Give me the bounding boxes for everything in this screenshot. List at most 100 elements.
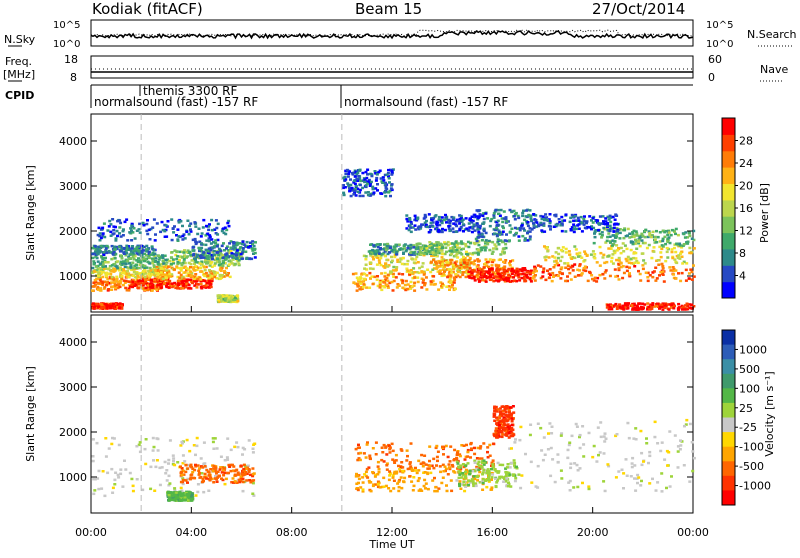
power-cell (502, 261, 505, 264)
cpid-panel: CPID normalsound (fast) -157 RF themis 3… (5, 84, 693, 109)
power-cell (211, 246, 214, 249)
velocity-cell (113, 479, 116, 482)
power-cell (458, 267, 461, 270)
power-cell (619, 232, 622, 235)
power-cell (668, 308, 671, 311)
power-cell (463, 259, 466, 262)
power-cell (626, 270, 629, 273)
power-cell (466, 266, 469, 269)
power-cell (535, 270, 538, 273)
power-cell (346, 169, 349, 172)
power-cell (476, 258, 479, 261)
velocity-cell (387, 487, 390, 490)
power-cell (242, 249, 245, 252)
power-cell (684, 236, 687, 239)
power-cell (398, 248, 401, 251)
power-cell (443, 219, 446, 222)
power-cell (153, 279, 156, 282)
power-cell (675, 228, 678, 231)
power-cell (136, 272, 139, 275)
power-cell (376, 243, 379, 246)
velocity-cell (212, 481, 215, 484)
power-cell (210, 249, 213, 252)
power-cell (693, 275, 696, 278)
power-cell (663, 280, 666, 283)
power-cell (685, 279, 688, 282)
power-cell (462, 248, 465, 251)
power-cell (618, 278, 621, 281)
power-cell (465, 276, 468, 279)
power-cell (460, 215, 463, 218)
power-cell (131, 262, 134, 265)
power-cell (363, 273, 366, 276)
power-cell (432, 252, 435, 255)
power-cell (401, 280, 404, 283)
power-cell (630, 249, 633, 252)
power-cell (430, 283, 433, 286)
power-cell (553, 256, 556, 259)
velocity-cell (139, 441, 142, 444)
velocity-cell (190, 464, 193, 467)
power-cell (453, 281, 456, 284)
power-cell (122, 230, 125, 233)
power-cell (217, 223, 220, 226)
power-cell (594, 230, 597, 233)
power-cell (637, 270, 640, 273)
power-cell (467, 271, 470, 274)
power-cell (407, 269, 410, 272)
power-cell (500, 209, 503, 212)
velocity-cell (400, 449, 403, 452)
power-cell (110, 235, 113, 238)
power-cell (92, 260, 95, 263)
power-cell (441, 222, 444, 225)
velocity-cell (486, 451, 489, 454)
velocity-cell (453, 471, 456, 474)
power-cell (218, 264, 221, 267)
power-cell (364, 258, 367, 261)
power-cell (459, 262, 462, 265)
power-cell (91, 289, 94, 292)
power-cell (392, 289, 395, 292)
power-cell (652, 250, 655, 253)
power-cell (521, 215, 524, 218)
velocity-cell (200, 457, 203, 460)
power-cell (154, 261, 157, 264)
power-cell (632, 257, 635, 260)
power-cell (421, 265, 424, 268)
power-cell (342, 192, 345, 195)
power-cell (474, 229, 477, 232)
power-cell (615, 215, 618, 218)
power-cell (428, 250, 431, 253)
velocity-cell (365, 471, 368, 474)
power-cell (553, 214, 556, 217)
velocity-cell (92, 493, 95, 496)
power-cell (146, 219, 149, 222)
velocity-cell (403, 477, 406, 480)
power-cell (496, 275, 499, 278)
power-cell (533, 268, 536, 271)
power-cell (231, 262, 234, 265)
power-cell (193, 221, 196, 224)
power-cell (677, 307, 680, 310)
power-cell (183, 258, 186, 261)
power-cell (110, 281, 113, 284)
velocity-cell (205, 477, 208, 480)
power-cell (509, 224, 512, 227)
power-cell (599, 246, 602, 249)
power-cell (206, 275, 209, 278)
power-cell (206, 261, 209, 264)
velocity-cell (435, 445, 438, 448)
power-cell (173, 225, 176, 228)
power-cell (203, 266, 206, 269)
power-cell (561, 230, 564, 233)
velocity-cell (114, 472, 117, 475)
power-cell (668, 266, 671, 269)
power-cell (587, 280, 590, 283)
nsky-right-tick-top: 10^5 (706, 20, 733, 31)
power-cell (203, 256, 206, 259)
power-cell (666, 251, 669, 254)
velocity-cell (193, 477, 196, 480)
power-cell (235, 254, 238, 257)
power-cell (111, 264, 114, 267)
velocity-cell (440, 482, 443, 485)
